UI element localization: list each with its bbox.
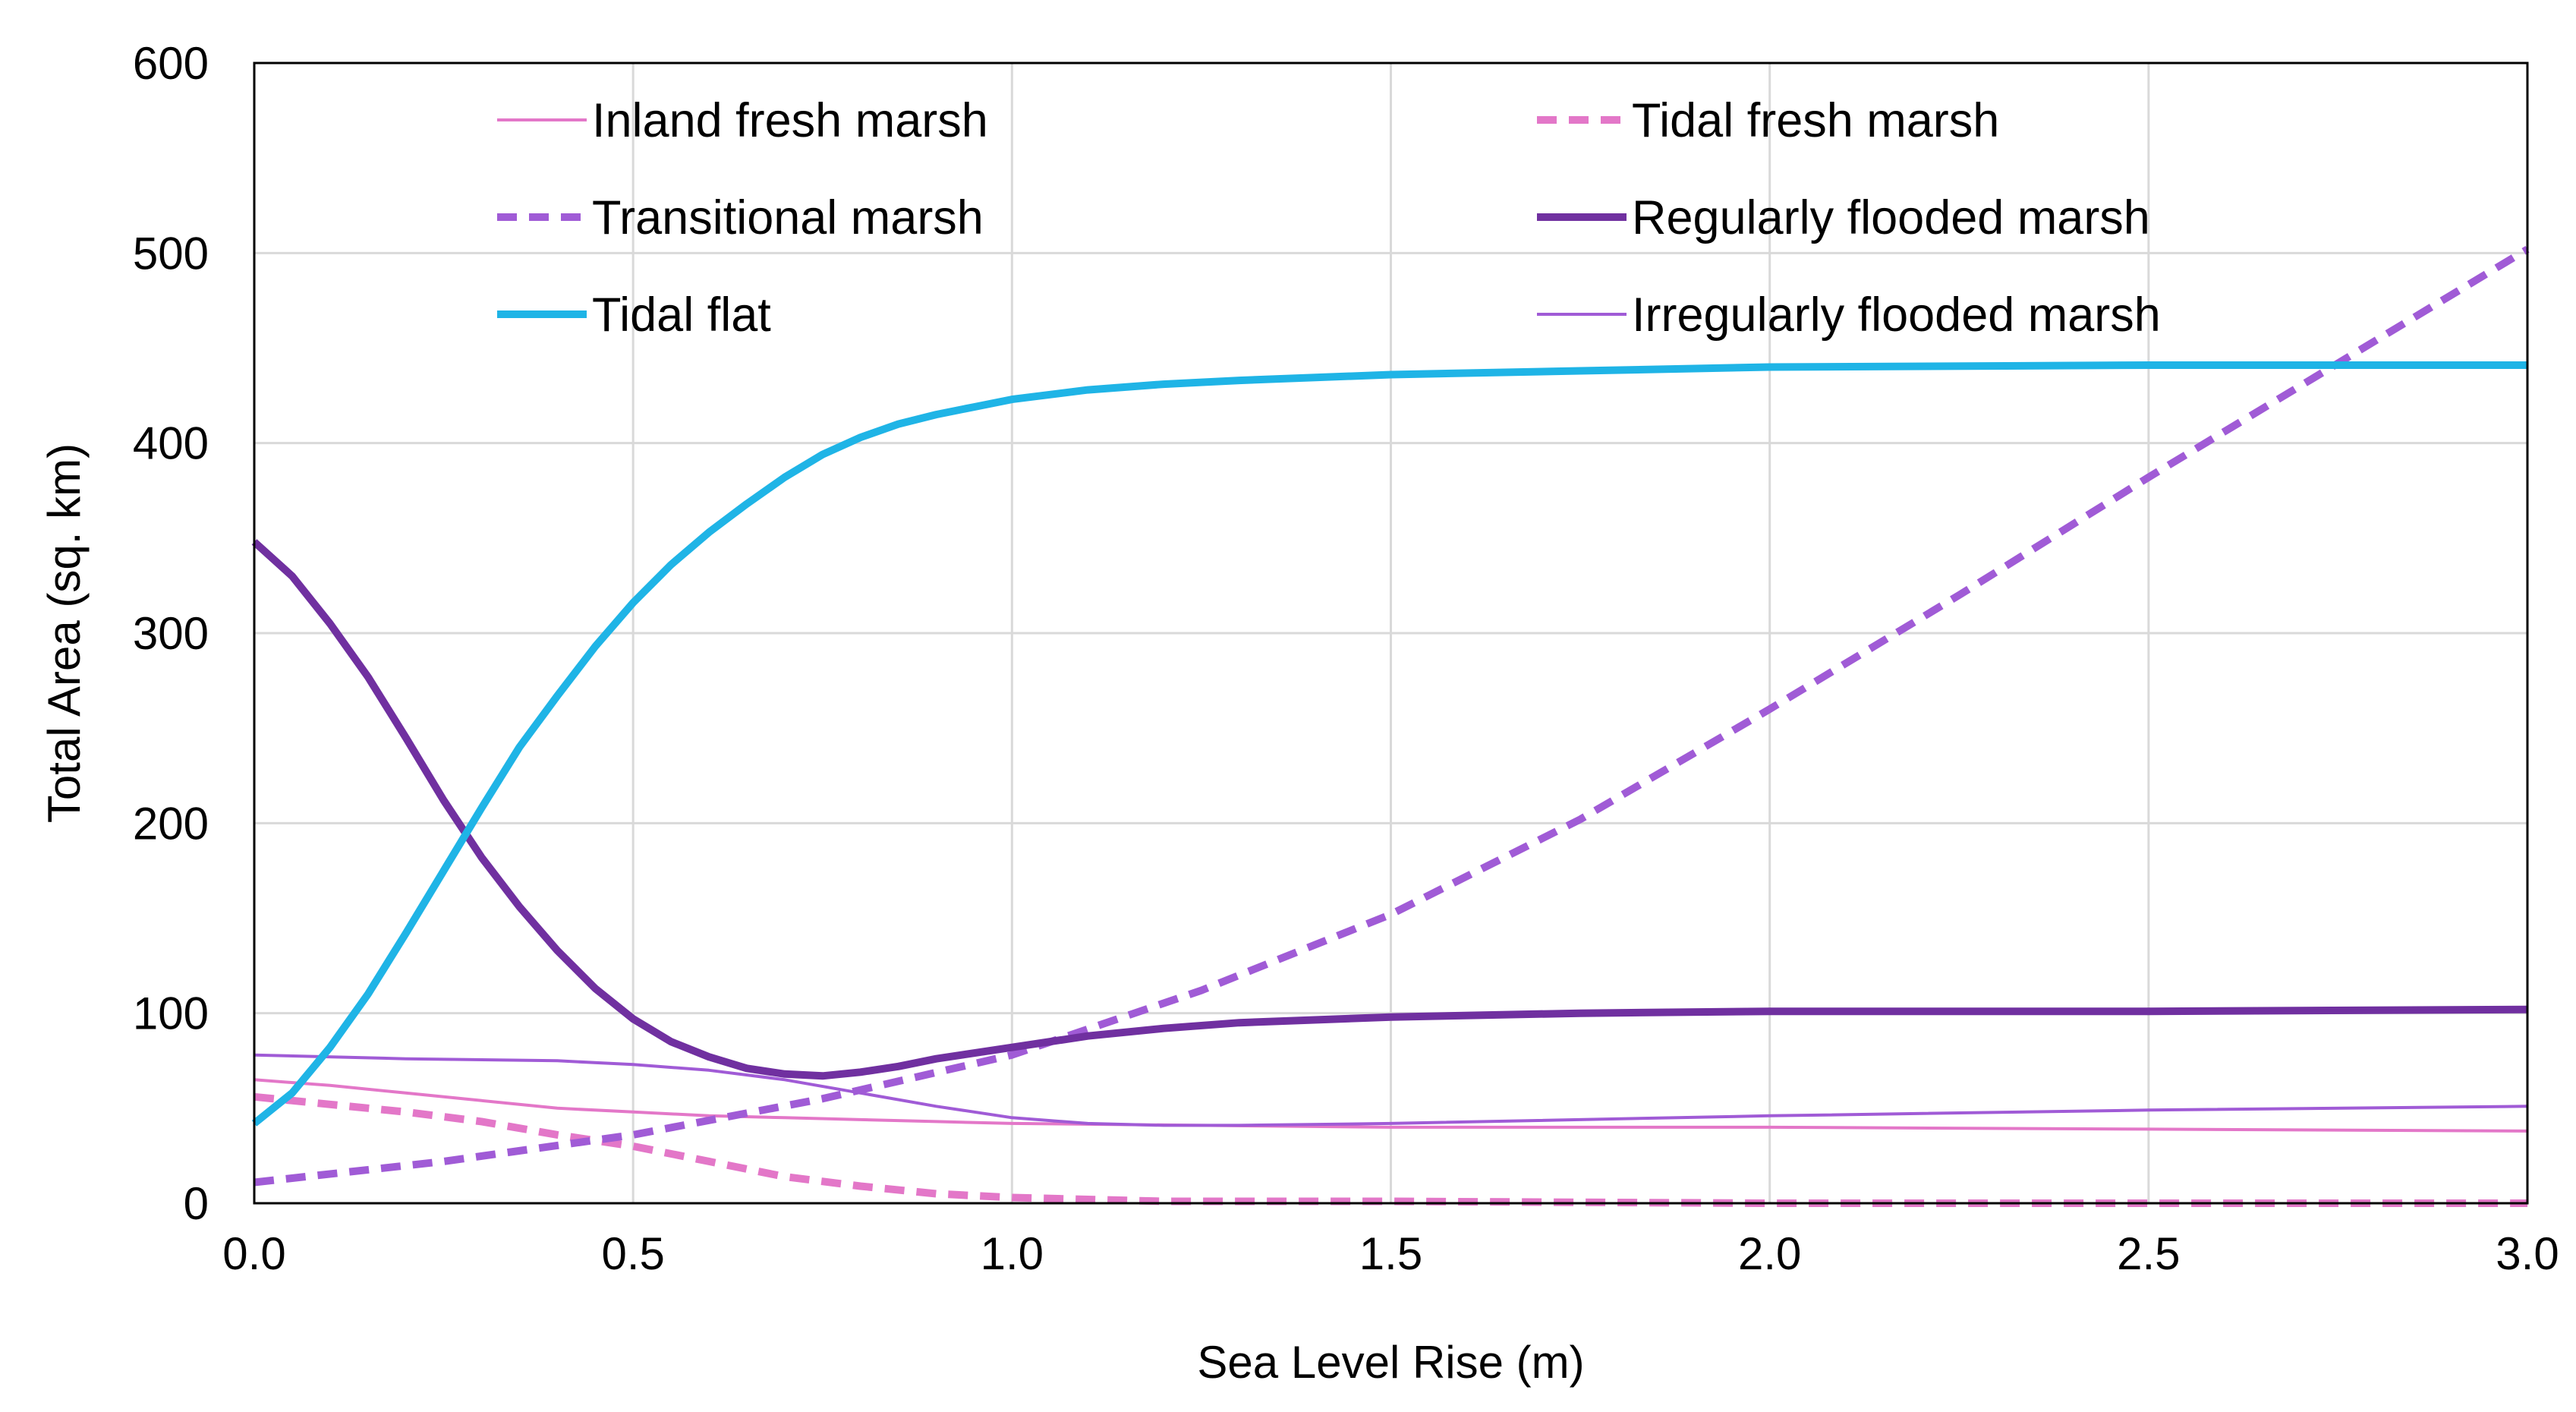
legend-item: Tidal fresh marsh (1537, 94, 1999, 147)
x-tick-label: 0.5 (601, 1228, 664, 1279)
series-layer (251, 246, 2530, 1207)
series-line-inland-fresh-marsh (254, 1078, 2528, 1133)
legend-item: Irregularly flooded marsh (1537, 288, 2161, 342)
y-tick-label: 0 (184, 1178, 209, 1229)
x-tick-label: 1.0 (981, 1228, 1044, 1279)
legend-item: Transitional marsh (497, 191, 984, 244)
plot-frame (253, 61, 2529, 1205)
series-line-transitional-marsh (254, 246, 2530, 1187)
y-tick-label: 500 (133, 228, 209, 279)
y-tick-label: 100 (133, 988, 209, 1039)
y-axis-title: Total Area (sq. km) (39, 443, 90, 823)
legend-label: Transitional marsh (592, 191, 984, 244)
x-tick-label: 0.0 (222, 1228, 285, 1279)
legend-label: Tidal flat (592, 288, 771, 342)
legend-label: Irregularly flooded marsh (1632, 288, 2161, 342)
y-tick-label: 300 (133, 608, 209, 659)
tick-layer: 0 100 200 300 400 500 600 0.0 0.5 1.0 1.5 2.0 2.5 3.0 (133, 38, 2559, 1279)
series-line-regularly-flooded-marsh (251, 539, 2528, 1080)
legend-label: Regularly flooded marsh (1632, 191, 2150, 244)
y-tick-label: 600 (133, 38, 209, 89)
x-tick-label: 2.0 (1738, 1228, 1801, 1279)
series-line-tidal-fresh-marsh (254, 1092, 2527, 1207)
series-line-tidal-flat (251, 361, 2527, 1127)
y-tick-label: 400 (133, 418, 209, 469)
legend-item: Inland fresh marsh (497, 94, 988, 147)
y-tick-label: 200 (133, 798, 209, 849)
legend-label: Inland fresh marsh (592, 94, 988, 147)
legend: Inland fresh marsh Tidal fresh marsh Trans… (497, 94, 2161, 342)
legend-label: Tidal fresh marsh (1632, 94, 1999, 147)
legend-item: Tidal flat (497, 288, 771, 342)
x-tick-label: 1.5 (1359, 1228, 1422, 1279)
x-tick-label: 3.0 (2496, 1228, 2559, 1279)
legend-item: Regularly flooded marsh (1537, 191, 2150, 244)
x-tick-label: 2.5 (2117, 1228, 2180, 1279)
x-axis-title: Sea Level Rise (m) (1197, 1337, 1584, 1388)
series-line-irregularly-flooded-marsh (254, 1053, 2528, 1127)
